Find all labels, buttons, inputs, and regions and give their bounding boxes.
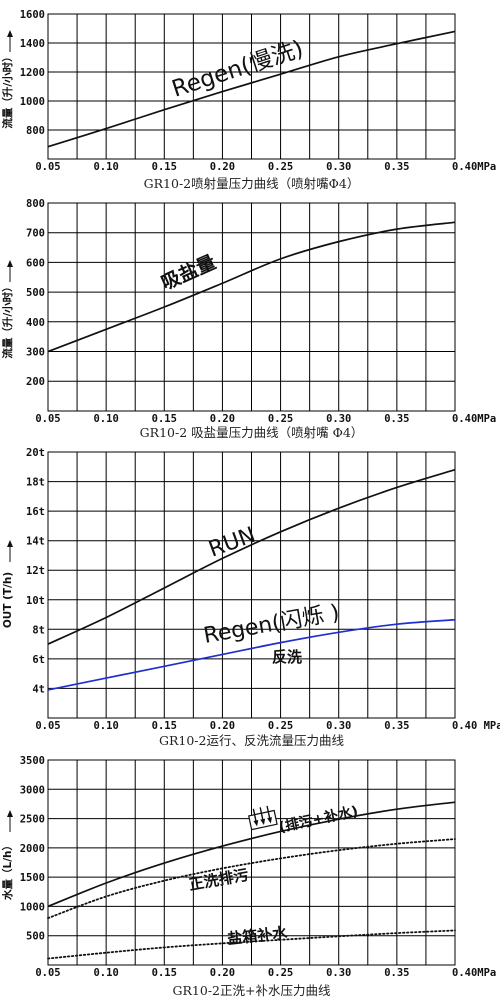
x-tick-label: 0.40MPa: [452, 161, 496, 173]
y-tick-label: 200: [26, 376, 45, 388]
y-tick-label: 14t: [26, 536, 45, 548]
chart-caption: GR10-2喷射量压力曲线（喷射嘴Φ4）: [144, 176, 360, 191]
y-tick-label: 600: [26, 257, 45, 269]
y-axis-label: 流量（升/小时）: [1, 281, 14, 358]
x-tick-label: 0.10: [93, 161, 118, 173]
x-tick-label: 0.15: [152, 413, 177, 425]
x-tick-label: 0.05: [35, 720, 60, 732]
series-line-3: [47, 929, 456, 960]
y-tick-label: 2500: [20, 814, 45, 826]
x-tick-label: 0.35: [384, 413, 409, 425]
y-tick-label: 1000: [20, 901, 45, 913]
x-tick-label: 0.30: [326, 720, 351, 732]
x-tick-label: 0.40 MPa: [452, 720, 500, 732]
x-tick-label: 0.30: [326, 413, 351, 425]
y-tick-label: 700: [26, 228, 45, 240]
x-tick-label: 0.20: [210, 161, 235, 173]
x-tick-label: 0.25: [268, 720, 293, 732]
x-tick-label: 0.10: [93, 720, 118, 732]
y-tick-label: 1600: [20, 9, 45, 21]
y-tick-label: 2000: [20, 843, 45, 855]
x-tick-label: 0.10: [93, 967, 118, 979]
x-tick-label: 0.15: [152, 720, 177, 732]
y-tick-label: 3500: [20, 755, 45, 767]
x-tick-label: 0.25: [268, 161, 293, 173]
chart-panel-3: 20t 18t 16t 14t 12t 10t 8t 6t 4t 0.05 0.10 0.15 0.20…: [2, 447, 500, 748]
y-axis-arrowhead: [7, 260, 13, 267]
chart-panel-2: 800 700 600 500 400 300 200 0.05 0.10 0.15 0.20 0.2…: [1, 198, 496, 440]
x-tick-label: 0.35: [384, 967, 409, 979]
y-tick-label: 6t: [32, 654, 45, 666]
curve-annotation: (排污+补水): [277, 803, 359, 836]
x-tick-label: 0.05: [35, 413, 60, 425]
chart-caption: GR10-2正洗+补水压力曲线: [173, 983, 331, 998]
x-tick-label: 0.20: [210, 967, 235, 979]
curve-annotation: 反洗: [272, 648, 302, 666]
series-line-2: [47, 618, 456, 691]
drain-refill-icon: [248, 805, 278, 831]
y-tick-label: 20t: [26, 447, 45, 459]
y-tick-label: 1400: [20, 38, 45, 50]
x-tick-label: 0.10: [93, 413, 118, 425]
curve-annotation: 盐箱补水: [227, 924, 290, 948]
y-tick-label: 4t: [32, 683, 45, 695]
y-tick-label: 10t: [26, 595, 45, 607]
y-tick-label: 12t: [26, 565, 45, 577]
x-tick-label: 0.30: [326, 161, 351, 173]
y-tick-label: 18t: [26, 477, 45, 489]
y-tick-label: 1200: [20, 67, 45, 79]
y-tick-label: 800: [26, 125, 45, 137]
series-line-1: [47, 468, 456, 645]
chart-panel-4: 3500 3000 2500 2000 1500 1000 500 0.05 0.10 0.15 0…: [1, 755, 496, 998]
y-tick-label: 500: [26, 931, 45, 943]
x-tick-label: 0.25: [268, 413, 293, 425]
curve-annotation: Regen(慢洗): [169, 36, 307, 103]
x-tick-label: 0.15: [152, 967, 177, 979]
y-tick-label: 400: [26, 317, 45, 329]
chart-panel-1: 1600 1400 1200 1000 800 0.05 0.10 0.15 0.20 0.25 0…: [1, 9, 496, 191]
series-line-2: [47, 838, 456, 920]
y-tick-label: 1000: [20, 96, 45, 108]
y-axis-arrowhead: [7, 810, 13, 817]
x-tick-label: 0.40MPa: [452, 967, 496, 979]
x-tick-label: 0.05: [35, 161, 60, 173]
y-axis-label: 流量（升/小时）: [1, 51, 14, 128]
y-tick-label: 3000: [20, 784, 45, 796]
curve-annotation: 正洗排污: [188, 866, 250, 894]
y-axis-label: 水量（L/h）: [1, 840, 14, 901]
y-tick-label: 300: [26, 347, 45, 359]
series-line-1: [47, 221, 456, 353]
y-tick-label: 8t: [32, 624, 45, 636]
x-tick-label: 0.15: [152, 161, 177, 173]
x-tick-label: 0.05: [35, 967, 60, 979]
curve-annotation: RUN: [206, 523, 260, 563]
y-tick-label: 500: [26, 287, 45, 299]
y-tick-label: 16t: [26, 506, 45, 518]
y-axis-arrowhead: [7, 540, 13, 547]
chart-caption: GR10-2运行、反洗流量压力曲线: [159, 733, 344, 748]
x-tick-label: 0.25: [268, 967, 293, 979]
y-tick-label: 800: [26, 198, 45, 210]
x-tick-label: 0.20: [210, 720, 235, 732]
x-tick-label: 0.35: [384, 161, 409, 173]
x-tick-label: 0.35: [384, 720, 409, 732]
x-tick-label: 0.40MPa: [452, 413, 496, 425]
y-axis-label: OUT (T/h): [2, 572, 14, 628]
chart-caption: GR10-2 吸盐量压力曲线（喷射嘴 Φ4）: [140, 425, 364, 440]
series-line-1: [47, 801, 456, 908]
x-tick-label: 0.30: [326, 967, 351, 979]
y-tick-label: 1500: [20, 872, 45, 884]
x-tick-label: 0.20: [210, 413, 235, 425]
series-line-1: [47, 30, 456, 148]
y-axis-arrowhead: [7, 30, 13, 37]
